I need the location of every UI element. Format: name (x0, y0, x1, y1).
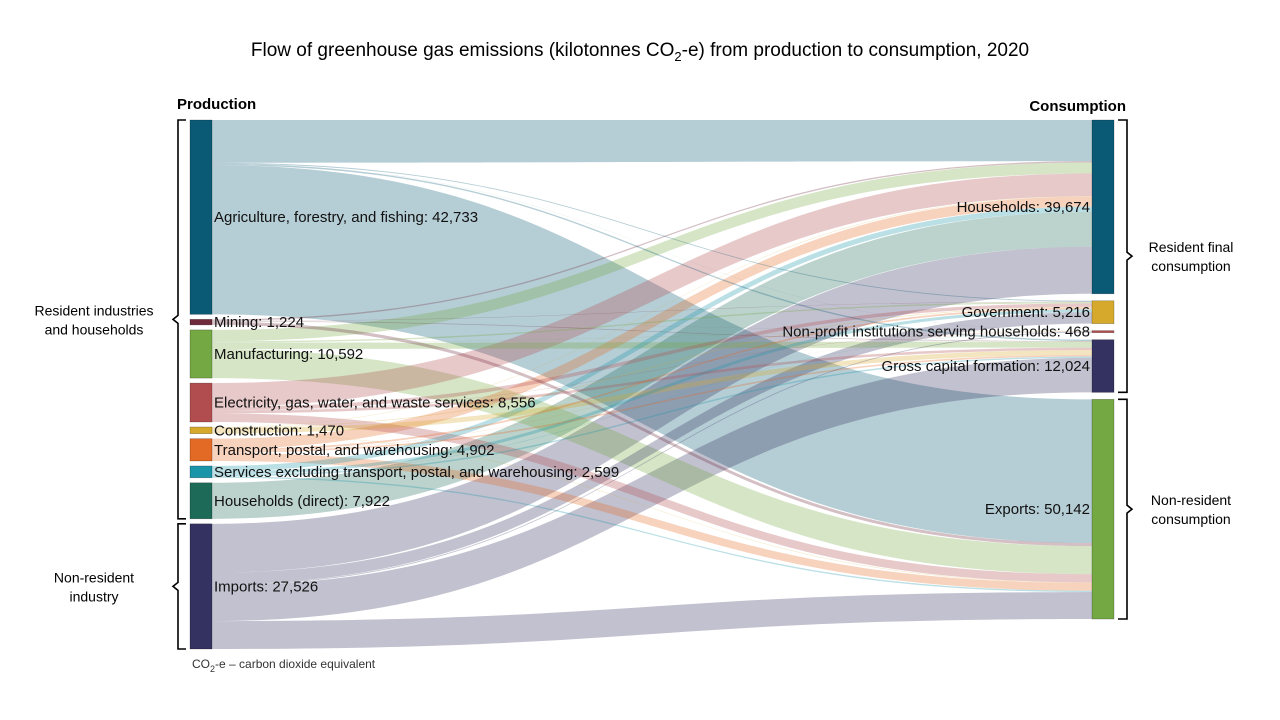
target-node-exports[interactable] (1091, 399, 1115, 620)
flow-electricity-gas-water-and-waste-services-to-exports (212, 413, 1092, 583)
flow-electricity-gas-water-and-waste-services-to-government (212, 303, 1092, 411)
group-bracket-right-2 (1118, 119, 1134, 394)
consumption-header: Consumption (1029, 98, 1126, 115)
source-node-agriculture-forestry-and-fishing[interactable] (189, 119, 213, 315)
flow-services-excluding-transport-postal-and-warehousing-to-households (212, 206, 1092, 472)
flow-transport-postal-and-warehousing-to-households (212, 196, 1092, 450)
flow-construction-to-exports (212, 433, 1092, 583)
flow-transport-postal-and-warehousing-to-gross-capital-formation (212, 354, 1092, 453)
target-label-gross-capital-formation: Gross capital formation: 12,024 (882, 358, 1090, 375)
flow-households-direct-to-households (212, 211, 1092, 519)
source-label-electricity-gas-water-and-waste-services: Electricity, gas, water, and waste servi… (214, 395, 536, 412)
footnote-rest: -e – carbon dioxide equivalent (215, 657, 376, 671)
flow-imports-to-gross-capital-formation (212, 357, 1092, 622)
target-node-gross-capital-formation[interactable] (1091, 339, 1115, 393)
flow-imports-to-exports (212, 592, 1092, 649)
production-header: Production (177, 96, 256, 113)
flow-construction-to-households (212, 196, 1092, 428)
source-label-imports: Imports: 27,526 (214, 578, 318, 595)
group-brackets: Resident industries and households Non-res… (34, 119, 1234, 650)
source-node-manufacturing[interactable] (189, 329, 213, 379)
source-label-transport-postal-and-warehousing: Transport, postal, and warehousing: 4,90… (214, 442, 494, 459)
flow-electricity-gas-water-and-waste-services-to-households (212, 173, 1092, 407)
flow-imports-to-non-profit-institutions-serving-households (212, 331, 1092, 586)
flow-manufacturing-to-non-profit-institutions-serving-households (212, 330, 1092, 343)
chart-title-subscript: 2 (674, 49, 681, 64)
source-node-construction[interactable] (189, 426, 213, 434)
source-node-imports[interactable] (189, 523, 213, 650)
source-node-mining[interactable] (189, 319, 213, 326)
group-label-resident-final-consumption: Resident final consumption (1149, 239, 1234, 274)
source-node-households-direct[interactable] (189, 482, 213, 520)
source-label-mining: Mining: 1,224 (214, 314, 304, 331)
flow-manufacturing-to-exports (212, 348, 1092, 575)
chart-title: Flow of greenhouse gas emissions (kiloto… (251, 40, 1029, 64)
target-node-non-profit-institutions-serving-households[interactable] (1091, 330, 1115, 333)
target-node-households[interactable] (1091, 119, 1115, 295)
flow-transport-postal-and-warehousing-to-exports (212, 452, 1092, 591)
group-bracket-left-1 (171, 523, 186, 650)
flow-services-excluding-transport-postal-and-warehousing-to-government (212, 309, 1092, 475)
flow-imports-to-households (212, 246, 1092, 573)
flow-construction-to-gross-capital-formation (212, 350, 1092, 434)
flow-agriculture-forestry-and-fishing-to-government (212, 162, 1092, 302)
flow-imports-to-government (212, 312, 1092, 585)
flow-links (212, 120, 1092, 649)
footnote-main: CO (192, 657, 210, 671)
group-label-resident-industries-and-households: Resident industries and households (34, 302, 153, 337)
source-node-transport-postal-and-warehousing[interactable] (189, 438, 213, 462)
target-label-non-profit-institutions-serving-households: Non-profit institutions serving househol… (782, 324, 1090, 341)
flow-transport-postal-and-warehousing-to-government (212, 307, 1092, 451)
source-node-services-excluding-transport-postal-and-warehousing[interactable] (189, 465, 213, 479)
source-label-agriculture-forestry-and-fishing: Agriculture, forestry, and fishing: 42,7… (214, 209, 478, 226)
flow-mining-to-households (212, 161, 1092, 321)
flow-manufacturing-to-government (212, 302, 1092, 343)
source-label-services-excluding-transport-postal-and-warehousing: Services excluding transport, postal, an… (214, 464, 619, 481)
node-labels: Agriculture, forestry, and fishing: 42,7… (214, 199, 1090, 596)
flow-services-excluding-transport-postal-and-warehousing-to-non-profit-institutions-serving-households (212, 331, 1092, 475)
chart-title-rest: -e) from production to consumption, 2020 (682, 40, 1029, 61)
flow-electricity-gas-water-and-waste-services-to-gross-capital-formation (212, 347, 1092, 414)
flow-construction-to-non-profit-institutions-serving-households (212, 331, 1092, 429)
flow-mining-to-gross-capital-formation (212, 321, 1092, 342)
flow-construction-to-government (212, 306, 1092, 429)
footnote: CO2-e – carbon dioxide equivalent (192, 657, 376, 674)
flow-agriculture-forestry-and-fishing-to-households (212, 120, 1092, 163)
flow-mining-to-exports (212, 321, 1092, 547)
target-label-government: Government: 5,216 (962, 304, 1090, 321)
flow-services-excluding-transport-postal-and-warehousing-to-exports (212, 476, 1092, 593)
flow-electricity-gas-water-and-waste-services-to-non-profit-institutions-serving-households (212, 330, 1092, 411)
flow-agriculture-forestry-and-fishing-to-exports (212, 165, 1092, 544)
target-label-households: Households: 39,674 (957, 199, 1090, 216)
source-label-households-direct: Households (direct): 7,922 (214, 493, 390, 510)
source-label-manufacturing: Manufacturing: 10,592 (214, 346, 363, 363)
flow-transport-postal-and-warehousing-to-non-profit-institutions-serving-households (212, 331, 1092, 452)
footnote-subscript: 2 (210, 664, 215, 674)
group-label-non-resident-consumption: Non-resident consumption (1151, 492, 1231, 527)
flow-services-excluding-transport-postal-and-warehousing-to-gross-capital-formation (212, 356, 1092, 477)
flow-agriculture-forestry-and-fishing-to-non-profit-institutions-serving-households (212, 163, 1092, 331)
group-label-non-resident-industry: Non-resident industry (54, 569, 134, 604)
flow-mining-to-government (212, 301, 1092, 322)
group-bracket-left-0 (171, 119, 186, 520)
flow-manufacturing-to-households (212, 162, 1092, 342)
nodes (189, 119, 1115, 650)
chart-title-main: Flow of greenhouse gas emissions (kiloto… (251, 40, 674, 61)
target-label-exports: Exports: 50,142 (985, 501, 1090, 518)
flow-manufacturing-to-gross-capital-formation (212, 341, 1092, 349)
flow-mining-to-non-profit-institutions-serving-households (212, 321, 1092, 331)
source-label-construction: Construction: 1,470 (214, 422, 344, 439)
source-node-electricity-gas-water-and-waste-services[interactable] (189, 382, 213, 423)
flow-agriculture-forestry-and-fishing-to-gross-capital-formation (212, 163, 1092, 342)
target-node-government[interactable] (1091, 300, 1115, 324)
group-bracket-right-3 (1118, 398, 1134, 620)
